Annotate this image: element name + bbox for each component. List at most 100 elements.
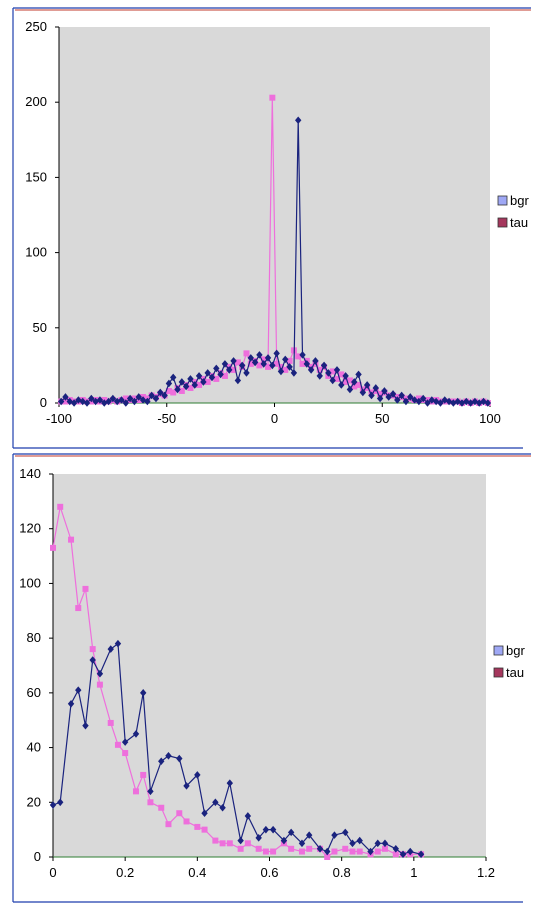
data-point-bgr	[342, 828, 349, 837]
data-point-bgr	[251, 358, 259, 367]
data-point-tau	[194, 823, 201, 830]
data-point-bgr	[381, 387, 388, 395]
data-point-bgr	[118, 396, 125, 404]
data-point-tau	[286, 357, 293, 364]
data-point-bgr	[331, 831, 338, 839]
data-point-bgr	[200, 378, 207, 386]
data-point-bgr	[152, 394, 160, 403]
data-point-bgr	[389, 390, 397, 398]
data-point-bgr	[82, 721, 89, 730]
data-point-tau	[204, 378, 211, 385]
y-tick-label: 50	[33, 320, 47, 335]
x-tick-label: 1	[410, 865, 417, 880]
data-point-tau	[165, 821, 172, 828]
data-point-bgr	[140, 689, 147, 697]
y-tick-label: 140	[19, 466, 41, 481]
data-point-bgr	[131, 397, 138, 406]
data-point-bgr	[262, 825, 270, 834]
legend-swatch-bgr	[497, 195, 508, 206]
data-point-tau	[306, 845, 313, 852]
data-point-tau	[57, 503, 64, 510]
data-point-bgr	[287, 828, 295, 837]
data-point-bgr	[57, 397, 65, 406]
data-point-tau	[316, 366, 323, 373]
data-point-bgr	[290, 369, 298, 377]
data-point-tau	[96, 681, 103, 688]
data-point-tau	[234, 359, 241, 366]
data-point-tau	[89, 646, 96, 653]
data-point-bgr	[70, 399, 78, 407]
data-point-tau	[331, 848, 338, 855]
legend-label-tau: tau	[506, 665, 524, 680]
data-point-tau	[298, 848, 305, 855]
data-point-tau	[262, 848, 269, 855]
data-point-bgr	[157, 388, 164, 397]
data-point-tau	[260, 356, 267, 363]
y-tick-label: 40	[27, 740, 41, 755]
y-tick-label: 20	[27, 794, 41, 809]
y-tick-label: 0	[34, 849, 41, 864]
data-point-bgr	[201, 809, 208, 818]
data-point-bgr	[182, 382, 190, 391]
data-point-bgr	[419, 394, 427, 403]
data-point-bgr	[407, 393, 414, 401]
data-point-bgr	[113, 397, 121, 406]
data-point-bgr	[219, 803, 226, 812]
data-point-tau	[282, 366, 289, 373]
data-point-bgr	[187, 375, 194, 383]
data-point-bgr	[286, 363, 293, 371]
data-point-bgr	[324, 847, 331, 856]
data-point-tau	[374, 848, 381, 855]
data-point-bgr	[144, 397, 151, 406]
data-point-bgr	[385, 393, 392, 401]
data-point-tau	[329, 368, 336, 375]
data-point-bgr	[208, 373, 216, 382]
data-point-tau	[158, 804, 165, 811]
data-point-tau	[237, 845, 244, 852]
chart-top: 0 50 100 150 200 250 -100 -50 0 50 100 bgr tau	[12, 7, 531, 449]
data-point-bgr	[256, 351, 263, 359]
data-point-bgr	[277, 367, 285, 376]
data-point-bgr	[243, 369, 250, 377]
data-point-bgr	[484, 399, 492, 407]
data-point-bgr	[75, 396, 82, 404]
data-point-tau	[295, 353, 302, 360]
plot-area	[53, 474, 486, 857]
data-point-bgr	[195, 372, 203, 380]
data-point-bgr	[399, 850, 407, 859]
data-point-bgr	[355, 370, 362, 379]
data-point-bgr	[212, 798, 219, 807]
data-point-tau	[68, 536, 75, 543]
data-point-bgr	[325, 369, 332, 377]
legend-swatch-bgr	[493, 645, 504, 656]
data-point-tau	[114, 741, 121, 748]
data-point-bgr	[329, 376, 336, 385]
data-point-tau	[346, 377, 353, 384]
data-point-bgr	[376, 394, 384, 403]
chart-panel-bottom: 0 20 40 60 80 100 120 140 0 0.2 0.4 0.6 0.8 1 1.2 bgr ta…	[0, 452, 537, 906]
data-point-tau	[122, 395, 129, 402]
data-point-bgr	[305, 831, 313, 839]
data-point-bgr	[367, 847, 374, 856]
data-point-bgr	[83, 399, 91, 407]
y-tick-label: 100	[19, 575, 41, 590]
data-point-tau	[265, 363, 272, 370]
data-point-tau	[381, 845, 388, 852]
x-tick-label: 0.6	[260, 865, 278, 880]
data-point-bgr	[368, 391, 375, 400]
legend-label-tau: tau	[510, 215, 528, 230]
data-point-bgr	[298, 839, 306, 848]
data-point-bgr	[392, 844, 399, 853]
data-point-bgr	[161, 391, 168, 400]
legend-swatch-tau	[497, 217, 508, 228]
data-point-tau	[165, 387, 172, 394]
x-tick-label: 1.2	[477, 865, 495, 880]
data-point-bgr	[165, 379, 173, 388]
data-point-bgr	[75, 686, 82, 694]
data-point-bgr	[213, 364, 220, 373]
y-tick-label: 150	[25, 169, 47, 184]
data-point-bgr	[374, 839, 381, 848]
data-point-bgr	[437, 399, 444, 407]
data-point-bgr	[226, 779, 234, 787]
data-point-tau	[349, 848, 356, 855]
